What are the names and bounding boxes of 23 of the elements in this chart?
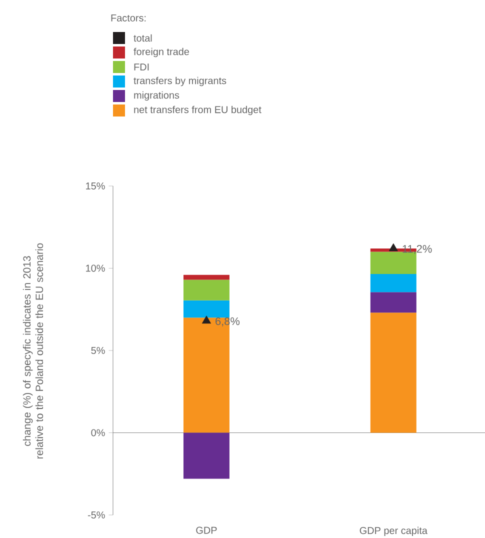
legend-label: transfers by migrants (134, 76, 226, 86)
bar (183, 274, 230, 280)
y-tick-label: 10% (86, 264, 105, 272)
x-tick-label: GDP per capita (360, 526, 428, 536)
y-tick-label: -5% (88, 511, 105, 518)
y-tick-label: 15% (86, 182, 105, 190)
y-tick-label: 5% (91, 346, 105, 354)
y-tick-label: 0% (91, 429, 105, 436)
legend-label: FDI (134, 64, 149, 70)
bar (183, 280, 230, 300)
bar (370, 274, 416, 292)
legend-label: net transfers from EU budget (134, 106, 262, 116)
legend-label: total (134, 34, 152, 42)
bar (370, 312, 416, 433)
data-label: 11,2% (402, 244, 432, 254)
y-axis-title: change (%) of specyfic indicates in 2013 relative to the Poland outside the EU scenario (22, 243, 44, 458)
bar (183, 432, 230, 479)
bar (183, 300, 230, 318)
legend-label: migrations (134, 91, 180, 101)
legend-title: Factors: (111, 14, 146, 22)
legend-label: foreign trade (134, 48, 189, 58)
bar (370, 292, 416, 313)
x-tick-label: GDP (196, 526, 217, 534)
